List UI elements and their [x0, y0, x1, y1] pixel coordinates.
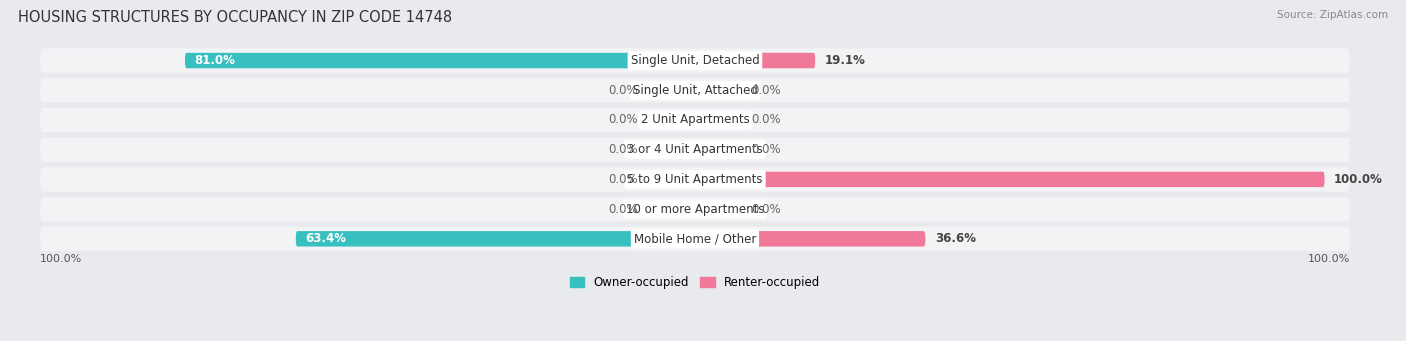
- FancyBboxPatch shape: [41, 137, 1350, 162]
- FancyBboxPatch shape: [186, 53, 695, 68]
- Text: 0.0%: 0.0%: [752, 114, 782, 127]
- FancyBboxPatch shape: [644, 172, 695, 187]
- FancyBboxPatch shape: [695, 53, 815, 68]
- FancyBboxPatch shape: [41, 78, 1350, 102]
- Text: Single Unit, Detached: Single Unit, Detached: [630, 54, 759, 67]
- FancyBboxPatch shape: [695, 231, 925, 247]
- FancyBboxPatch shape: [295, 231, 695, 247]
- Text: Single Unit, Attached: Single Unit, Attached: [633, 84, 758, 97]
- FancyBboxPatch shape: [695, 172, 1324, 187]
- FancyBboxPatch shape: [41, 48, 1350, 73]
- Text: 5 to 9 Unit Apartments: 5 to 9 Unit Apartments: [627, 173, 762, 186]
- Legend: Owner-occupied, Renter-occupied: Owner-occupied, Renter-occupied: [565, 271, 825, 294]
- Text: 0.0%: 0.0%: [752, 84, 782, 97]
- Text: 36.6%: 36.6%: [935, 232, 976, 245]
- FancyBboxPatch shape: [644, 142, 695, 158]
- FancyBboxPatch shape: [695, 83, 745, 98]
- Text: 63.4%: 63.4%: [305, 232, 346, 245]
- FancyBboxPatch shape: [41, 108, 1350, 132]
- Text: 0.0%: 0.0%: [609, 114, 638, 127]
- FancyBboxPatch shape: [644, 202, 695, 217]
- FancyBboxPatch shape: [41, 197, 1350, 221]
- Text: 0.0%: 0.0%: [752, 143, 782, 156]
- Text: 3 or 4 Unit Apartments: 3 or 4 Unit Apartments: [627, 143, 763, 156]
- FancyBboxPatch shape: [695, 142, 745, 158]
- Text: 19.1%: 19.1%: [825, 54, 866, 67]
- Text: 0.0%: 0.0%: [609, 203, 638, 216]
- FancyBboxPatch shape: [695, 112, 745, 128]
- Text: 10 or more Apartments: 10 or more Apartments: [626, 203, 765, 216]
- Text: 0.0%: 0.0%: [609, 84, 638, 97]
- FancyBboxPatch shape: [41, 227, 1350, 251]
- FancyBboxPatch shape: [644, 112, 695, 128]
- Text: HOUSING STRUCTURES BY OCCUPANCY IN ZIP CODE 14748: HOUSING STRUCTURES BY OCCUPANCY IN ZIP C…: [18, 10, 453, 25]
- Text: 0.0%: 0.0%: [609, 143, 638, 156]
- Text: 100.0%: 100.0%: [41, 254, 83, 264]
- FancyBboxPatch shape: [695, 202, 745, 217]
- Text: 81.0%: 81.0%: [194, 54, 235, 67]
- Text: 100.0%: 100.0%: [1334, 173, 1384, 186]
- Text: 2 Unit Apartments: 2 Unit Apartments: [641, 114, 749, 127]
- Text: 0.0%: 0.0%: [752, 203, 782, 216]
- FancyBboxPatch shape: [644, 83, 695, 98]
- FancyBboxPatch shape: [41, 167, 1350, 192]
- Text: 0.0%: 0.0%: [609, 173, 638, 186]
- Text: Mobile Home / Other: Mobile Home / Other: [634, 232, 756, 245]
- Text: Source: ZipAtlas.com: Source: ZipAtlas.com: [1277, 10, 1388, 20]
- Text: 100.0%: 100.0%: [1308, 254, 1350, 264]
